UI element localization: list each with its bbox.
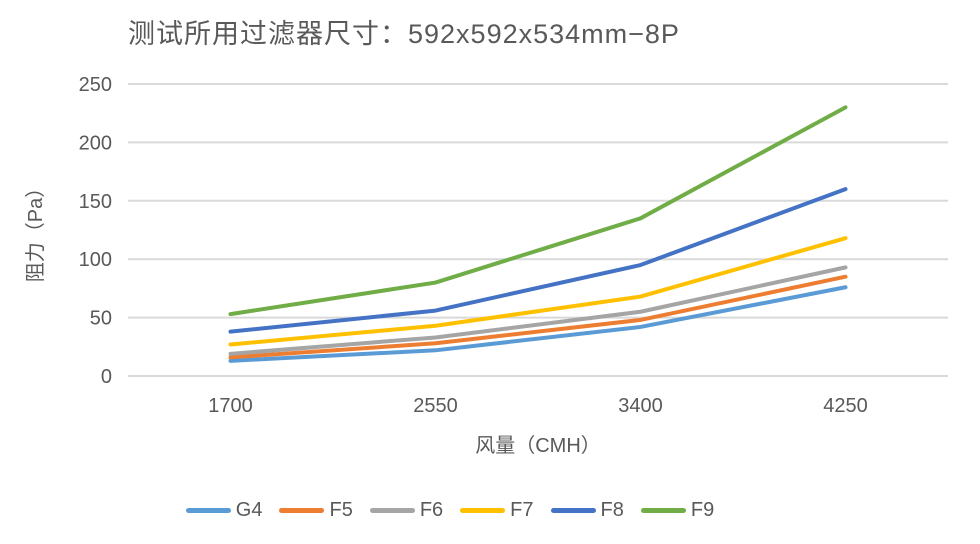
legend-item-G4: G4	[185, 499, 263, 521]
legend-label-G4: G4	[235, 499, 263, 521]
series-line-F5	[228, 274, 848, 360]
x-tick-label-3400: 3400	[618, 395, 663, 417]
y-tick-label-0: 0	[101, 366, 112, 388]
legend-swatch-F6	[369, 507, 415, 513]
legend-label-F8: F8	[600, 499, 624, 521]
y-axis-title: 阻力（Pa）	[24, 178, 47, 282]
legend-label-F5: F5	[329, 499, 353, 521]
legend-label-F7: F7	[510, 499, 534, 521]
legend-item-F8: F8	[550, 499, 624, 521]
legend-label-F6: F6	[419, 499, 444, 521]
chart-title: 测试所用过滤器尺寸：592x592x534mm−8P	[128, 19, 680, 49]
legend-swatch-F8	[550, 507, 596, 513]
legend-swatch-F9	[640, 507, 686, 513]
series-line-F9	[228, 105, 848, 317]
y-tick-label-250: 250	[79, 74, 112, 96]
y-tick-label-150: 150	[79, 191, 112, 213]
legend-swatch-F5	[279, 507, 325, 513]
x-tick-label-2550: 2550	[413, 395, 458, 417]
legend-swatch-G4	[185, 507, 231, 513]
y-tick-label-200: 200	[79, 132, 112, 154]
x-axis-title: 风量（CMH）	[475, 434, 601, 457]
legend-item-F9: F9	[640, 499, 715, 521]
chart-legend: G4 F5 F6 F7 F8 F9	[0, 500, 940, 520]
legend-item-F6: F6	[369, 499, 444, 521]
y-tick-label-100: 100	[79, 249, 112, 271]
series-line-F7	[228, 236, 848, 347]
series-line-F6	[228, 265, 848, 356]
x-tick-label-1700: 1700	[208, 395, 253, 417]
legend-swatch-F7	[460, 507, 506, 513]
x-tick-label-4250: 4250	[823, 395, 868, 417]
line-chart: 0 50 100 150 200 250 1700 2550 3400 4250 阻力（Pa） 风量（…	[24, 74, 948, 457]
y-tick-label-50: 50	[90, 308, 112, 330]
series-line-F8	[228, 187, 848, 334]
legend-item-F7: F7	[460, 499, 534, 521]
legend-item-F5: F5	[279, 499, 353, 521]
legend-label-F9: F9	[690, 499, 715, 521]
series-line-G4	[228, 285, 848, 363]
